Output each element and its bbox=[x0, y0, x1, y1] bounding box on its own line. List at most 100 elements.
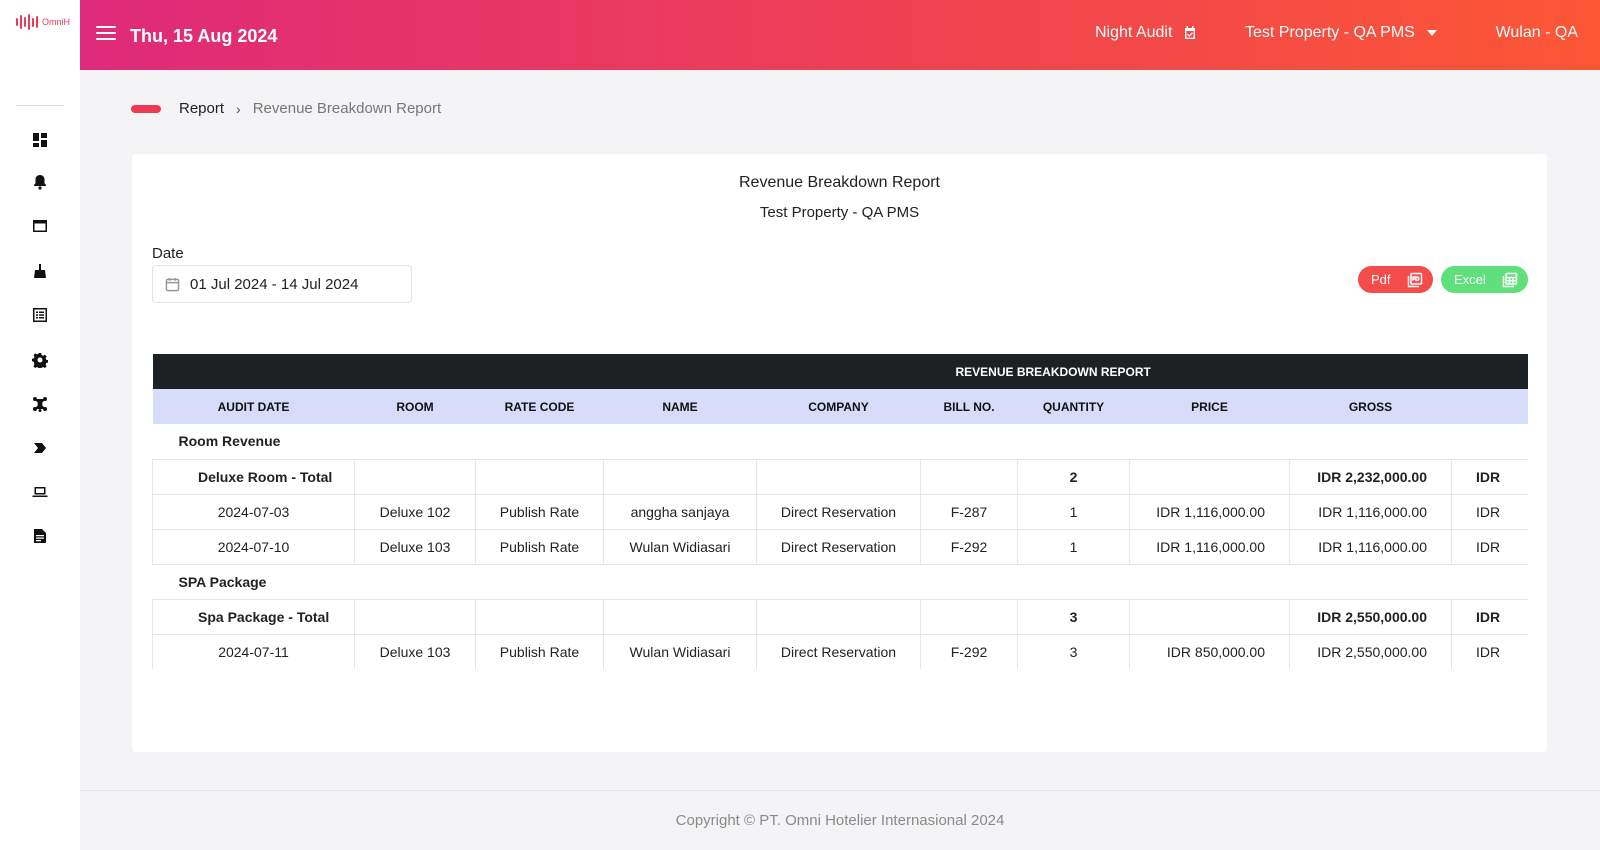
revenue-table: REVENUE BREAKDOWN REPORT AUDIT DATE ROOM… bbox=[152, 354, 1528, 669]
col-price: PRICE bbox=[1129, 389, 1290, 424]
cell-qty: 3 bbox=[1017, 633, 1130, 669]
calendar-icon bbox=[165, 277, 180, 291]
app-logo[interactable]: OmniH bbox=[16, 14, 70, 30]
subtotal-gross: IDR 2,232,000.00 bbox=[1289, 458, 1452, 495]
cell-extra: IDR bbox=[1450, 633, 1528, 669]
export-excel-button[interactable]: Excel bbox=[1441, 266, 1528, 293]
footer-copyright: Copyright © PT. Omni Hotelier Internasio… bbox=[675, 812, 1005, 829]
cell-room: Deluxe 103 bbox=[354, 528, 476, 565]
gear-icon[interactable] bbox=[30, 350, 50, 370]
night-audit-label: Night Audit bbox=[1095, 24, 1173, 41]
table-row: 2024-07-10 Deluxe 103 Publish Rate Wulan… bbox=[152, 528, 1528, 565]
date-label: Date bbox=[152, 245, 184, 262]
cell-room: Deluxe 102 bbox=[354, 493, 476, 530]
cell-bill: F-292 bbox=[920, 633, 1018, 669]
table-row: 2024-07-03 Deluxe 102 Publish Rate anggh… bbox=[152, 493, 1528, 530]
sidebar: OmniH bbox=[0, 0, 80, 850]
cell-gross: IDR 1,116,000.00 bbox=[1289, 493, 1452, 530]
cell-price: IDR 1,116,000.00 bbox=[1129, 528, 1290, 565]
col-bill-no: BILL NO. bbox=[920, 389, 1018, 424]
cell-qty: 1 bbox=[1017, 528, 1130, 565]
list-icon[interactable] bbox=[30, 305, 50, 325]
footer-divider bbox=[80, 790, 1600, 791]
breadcrumb-current: Revenue Breakdown Report bbox=[252, 100, 442, 117]
logo-text: OmniH bbox=[42, 17, 71, 27]
spreadsheet-icon bbox=[1502, 272, 1518, 287]
cell-name: Wulan Widiasari bbox=[603, 528, 757, 565]
cell-rate: Publish Rate bbox=[475, 528, 604, 565]
cell-extra: IDR bbox=[1450, 493, 1528, 530]
subtotal-gross: IDR 2,550,000.00 bbox=[1289, 598, 1452, 635]
report-table-container[interactable]: REVENUE BREAKDOWN REPORT AUDIT DATE ROOM… bbox=[152, 354, 1528, 669]
report-card: Revenue Breakdown Report Test Property -… bbox=[132, 154, 1547, 752]
cell-company: Direct Reservation bbox=[756, 633, 921, 669]
cell-qty: 1 bbox=[1017, 493, 1130, 530]
subtotal-quantity: 2 bbox=[1017, 458, 1130, 495]
pdf-label: Pdf bbox=[1371, 272, 1391, 287]
property-selector[interactable]: Test Property - QA PMS bbox=[1245, 24, 1437, 42]
cell-room: Deluxe 103 bbox=[354, 633, 476, 669]
window-icon[interactable] bbox=[30, 216, 50, 236]
table-row: 2024-07-11 Deluxe 103 Publish Rate Wulan… bbox=[152, 633, 1528, 669]
breadcrumb-report[interactable]: Report bbox=[179, 100, 225, 117]
cell-bill: F-292 bbox=[920, 528, 1018, 565]
cell-price: IDR 1,116,000.00 bbox=[1129, 493, 1290, 530]
col-name: NAME bbox=[603, 389, 757, 424]
night-audit-button[interactable]: Night Audit bbox=[1095, 24, 1198, 42]
notification-bell-icon[interactable] bbox=[30, 172, 50, 192]
subtotal-quantity: 3 bbox=[1017, 598, 1130, 635]
col-rate-code: RATE CODE bbox=[475, 389, 604, 424]
col-company: COMPANY bbox=[756, 389, 921, 424]
cell-name: anggha sanjaya bbox=[603, 493, 757, 530]
tag-icon[interactable] bbox=[30, 438, 50, 458]
network-icon[interactable] bbox=[30, 394, 50, 414]
chevron-down-icon bbox=[1426, 30, 1437, 36]
group-row: SPA Package bbox=[152, 564, 1528, 600]
sidebar-divider bbox=[16, 105, 64, 106]
subtotal-label: Spa Package - Total bbox=[152, 598, 355, 635]
col-quantity: QUANTITY bbox=[1017, 389, 1130, 424]
logo-mark-icon bbox=[16, 14, 38, 30]
cell-gross: IDR 1,116,000.00 bbox=[1289, 528, 1452, 565]
subtotal-row: Deluxe Room - Total 2 IDR 2,232,000.00 I… bbox=[152, 458, 1528, 495]
property-name: Test Property - QA PMS bbox=[1245, 24, 1415, 41]
cell-date: 2024-07-11 bbox=[152, 633, 355, 669]
report-property: Test Property - QA PMS bbox=[759, 204, 920, 221]
calendar-check-icon bbox=[1185, 26, 1196, 39]
menu-toggle-icon[interactable] bbox=[96, 26, 116, 42]
chevron-right-icon: › bbox=[236, 100, 241, 117]
export-pdf-button[interactable]: Pdf bbox=[1358, 266, 1433, 293]
cell-date: 2024-07-10 bbox=[152, 528, 355, 565]
subtotal-label: Deluxe Room - Total bbox=[152, 458, 355, 495]
col-extra bbox=[1451, 389, 1528, 424]
top-header: Thu, 15 Aug 2024 Night Audit Test Proper… bbox=[80, 0, 1600, 70]
dashboard-icon[interactable] bbox=[30, 130, 50, 150]
col-room: ROOM bbox=[354, 389, 476, 424]
report-title: Revenue Breakdown Report bbox=[738, 174, 940, 191]
cell-extra: IDR bbox=[1450, 528, 1528, 565]
date-range-picker[interactable]: 01 Jul 2024 - 14 Jul 2024 bbox=[152, 265, 412, 303]
housekeeping-icon[interactable] bbox=[30, 261, 50, 281]
cell-date: 2024-07-03 bbox=[152, 493, 355, 530]
group-name: SPA Package bbox=[152, 564, 1528, 600]
pdf-file-icon bbox=[1407, 272, 1423, 287]
user-menu[interactable]: Wulan - QA bbox=[1495, 24, 1578, 41]
excel-label: Excel bbox=[1454, 272, 1486, 287]
table-band-title: REVENUE BREAKDOWN REPORT bbox=[152, 354, 1528, 389]
cell-rate: Publish Rate bbox=[475, 633, 604, 669]
cell-company: Direct Reservation bbox=[756, 528, 921, 565]
breadcrumb: Report › Revenue Breakdown Report bbox=[131, 100, 441, 117]
report-document-icon[interactable] bbox=[30, 526, 50, 546]
col-gross: GROSS bbox=[1289, 389, 1452, 424]
laptop-icon[interactable] bbox=[30, 482, 50, 502]
breadcrumb-marker bbox=[131, 104, 161, 113]
group-row: Room Revenue bbox=[152, 424, 1528, 460]
subtotal-extra: IDR bbox=[1450, 458, 1528, 495]
date-range-value: 01 Jul 2024 - 14 Jul 2024 bbox=[190, 275, 359, 293]
subtotal-extra: IDR bbox=[1450, 598, 1528, 635]
current-date: Thu, 15 Aug 2024 bbox=[130, 26, 278, 46]
cell-name: Wulan Widiasari bbox=[603, 633, 757, 669]
cell-bill: F-287 bbox=[920, 493, 1018, 530]
cell-rate: Publish Rate bbox=[475, 493, 604, 530]
cell-price: IDR 850,000.00 bbox=[1129, 633, 1290, 669]
